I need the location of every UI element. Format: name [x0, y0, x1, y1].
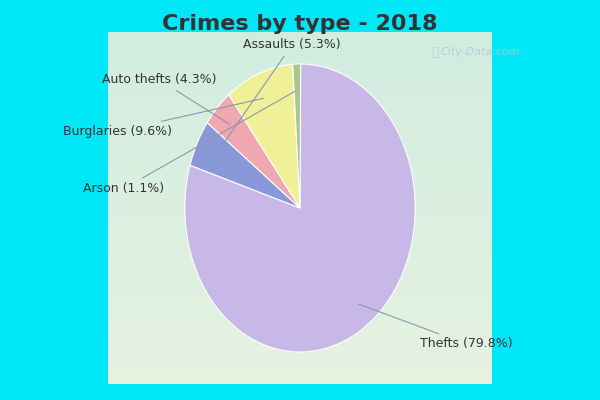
Text: Thefts (79.8%): Thefts (79.8%) — [359, 304, 512, 350]
Text: Assaults (5.3%): Assaults (5.3%) — [217, 38, 341, 152]
Polygon shape — [207, 95, 300, 208]
Polygon shape — [229, 64, 300, 208]
Text: Crimes by type - 2018: Crimes by type - 2018 — [162, 14, 438, 34]
Text: Auto thefts (4.3%): Auto thefts (4.3%) — [103, 74, 230, 124]
Text: Burglaries (9.6%): Burglaries (9.6%) — [63, 98, 263, 138]
Polygon shape — [293, 64, 301, 208]
Text: ⓘ: ⓘ — [431, 46, 439, 58]
Text: City-Data.com: City-Data.com — [440, 47, 520, 57]
Text: Arson (1.1%): Arson (1.1%) — [83, 91, 295, 195]
Polygon shape — [190, 123, 300, 208]
Polygon shape — [185, 64, 415, 352]
